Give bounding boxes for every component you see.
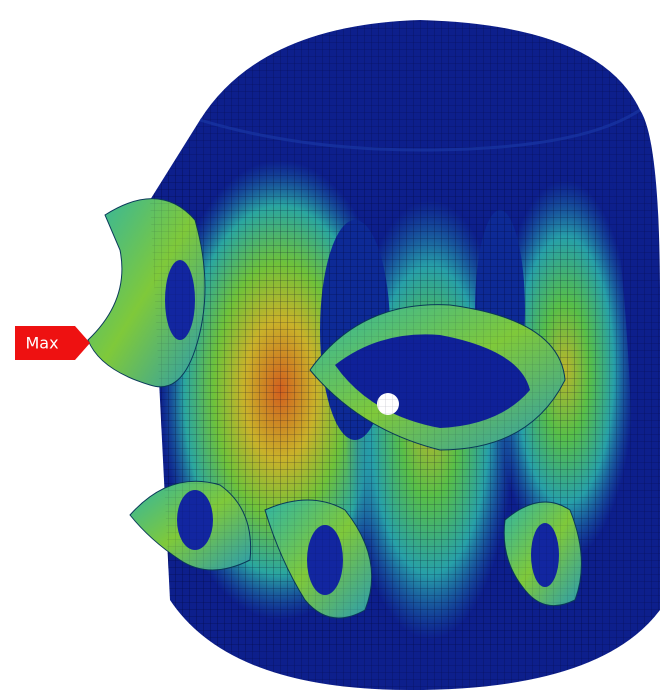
deformed-holes [87, 170, 600, 650]
max-marker: Max [15, 326, 90, 360]
max-flag [15, 326, 90, 360]
max-label: Max [25, 334, 58, 353]
